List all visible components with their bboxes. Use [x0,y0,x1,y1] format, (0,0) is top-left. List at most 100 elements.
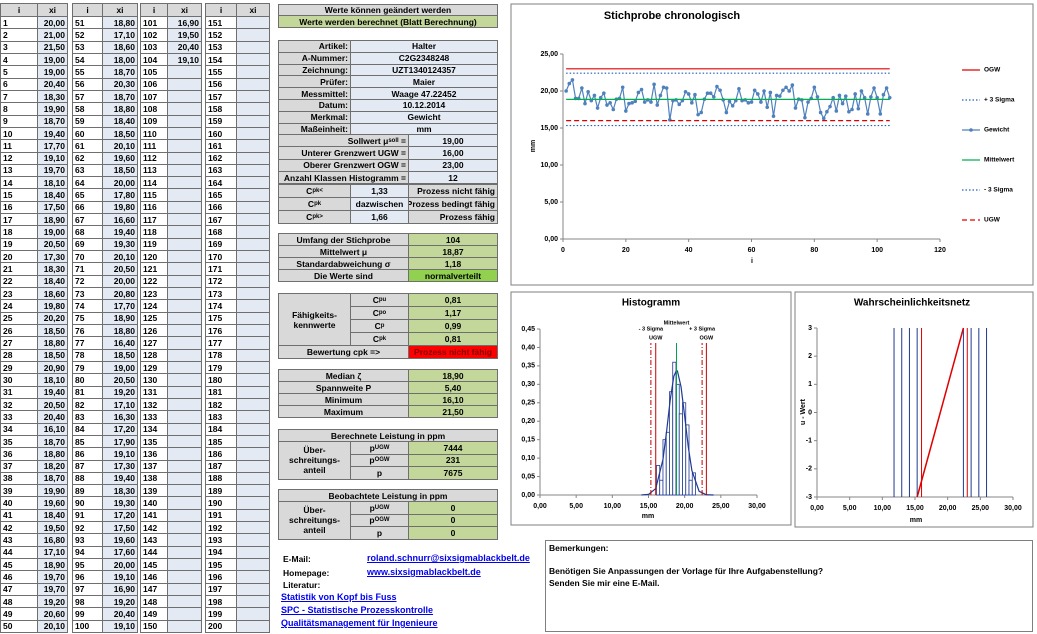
header-cell: xi [236,3,270,17]
value-cell [236,237,270,252]
index-cell: 19 [0,237,38,252]
index-cell: 67 [72,213,103,227]
cell-subscript: pk< [312,187,323,194]
index-cell: 72 [72,274,103,289]
index-cell: 68 [72,225,103,239]
value-cell: 19,10 [102,447,138,461]
index-cell: 5 [0,65,38,79]
y-tick-label: 0,35 [521,363,535,370]
computed-cell: 0,81 [408,332,498,346]
index-cell: 75 [72,311,103,325]
index-cell: 143 [140,533,168,547]
index-cell: 196 [205,570,237,584]
cell-subscript: pu [378,297,387,303]
index-cell: 83 [72,410,103,424]
value-cell [236,422,270,436]
email-link[interactable]: roland.schnurr@sixsigmablackbelt.de [367,553,530,563]
value-cell: 20,50 [37,237,68,252]
index-cell: 18 [0,225,38,239]
index-cell: 52 [72,28,103,42]
index-cell: 189 [205,484,237,498]
index-cell: 53 [72,40,103,54]
value-cell: 17,10 [37,545,68,560]
index-cell: 172 [205,274,237,289]
index-cell: 80 [72,373,103,387]
computed-cell: 0 [408,513,498,527]
index-cell: 113 [140,163,168,178]
value-cell: 17,30 [37,250,68,264]
data-point [605,103,609,107]
chart-frame [510,291,792,526]
value-cell: 18,40 [102,114,138,128]
value-cell [236,139,270,153]
literature-link[interactable]: SPC - Statistische Prozesskontrolle [281,605,434,615]
index-cell: 146 [140,570,168,584]
value-cell: 17,70 [37,139,68,153]
index-cell: 120 [140,250,168,264]
cell-subscript: OGW [374,457,390,464]
value-cell [236,89,270,104]
homepage-link[interactable]: www.sixsigmablackbelt.de [367,567,481,577]
histogram-bar [678,413,683,496]
x-tick-label: 25,00 [712,503,730,510]
limit-label: UGW [649,335,663,341]
index-cell: 122 [140,274,168,289]
data-point [781,88,785,93]
value-cell [167,188,202,202]
value-cell: 18,40 [37,188,68,202]
data-point [730,104,735,108]
value-cell: 18,60 [37,287,68,301]
value-cell: 20,10 [37,619,68,633]
y-tick-label: 0,45 [521,326,535,333]
index-cell: 101 [140,16,168,30]
data-point [834,109,839,113]
value-cell: 19,50 [167,28,202,42]
value-cell: 19,10 [102,570,138,584]
value-cell [236,496,270,510]
value-cell: 21,00 [37,28,68,42]
index-cell: 106 [140,77,168,91]
data-point [708,91,713,96]
value-cell [236,311,270,325]
cell-text: C [307,198,315,209]
value-cell [236,397,270,412]
data-point [774,93,779,98]
index-cell: 37 [0,459,38,473]
data-point [749,100,754,104]
y-tick-label: 1 [808,381,812,388]
index-cell: 176 [205,324,237,338]
value-cell [236,126,270,141]
value-cell [167,508,202,523]
value-cell [236,213,270,227]
data-point [699,110,704,115]
data-point [658,93,663,98]
data-point [686,92,691,96]
value-cell: 18,80 [102,16,138,30]
index-cell: 169 [205,237,237,252]
literature-link[interactable]: Statistik von Kopf bis Fuss [281,592,397,602]
index-cell: 133 [140,410,168,424]
cell-subscript: UGW [374,504,390,511]
data-point [784,85,788,90]
index-cell: 105 [140,65,168,79]
data-point [677,102,682,107]
value-cell [236,102,270,116]
literature-link[interactable]: Qualitätsmanagement für Ingenieure [281,618,438,628]
index-cell: 145 [140,558,168,572]
index-cell: 174 [205,299,237,313]
value-cell: 18,80 [102,102,138,116]
index-cell: 128 [140,348,168,362]
value-cell: 19,10 [167,52,202,67]
value-cell [167,336,202,350]
y-axis-title: mm [530,140,537,152]
index-cell: 48 [0,595,38,609]
data-point [762,89,766,93]
data-point [856,106,861,111]
y-tick-label: 3 [808,325,812,332]
index-cell: 50 [0,619,38,633]
value-cell: 19,60 [102,533,138,547]
data-point [806,100,810,104]
label-cell: Prozess bedingt fähig [408,196,498,211]
value-cell: 18,70 [37,471,68,486]
